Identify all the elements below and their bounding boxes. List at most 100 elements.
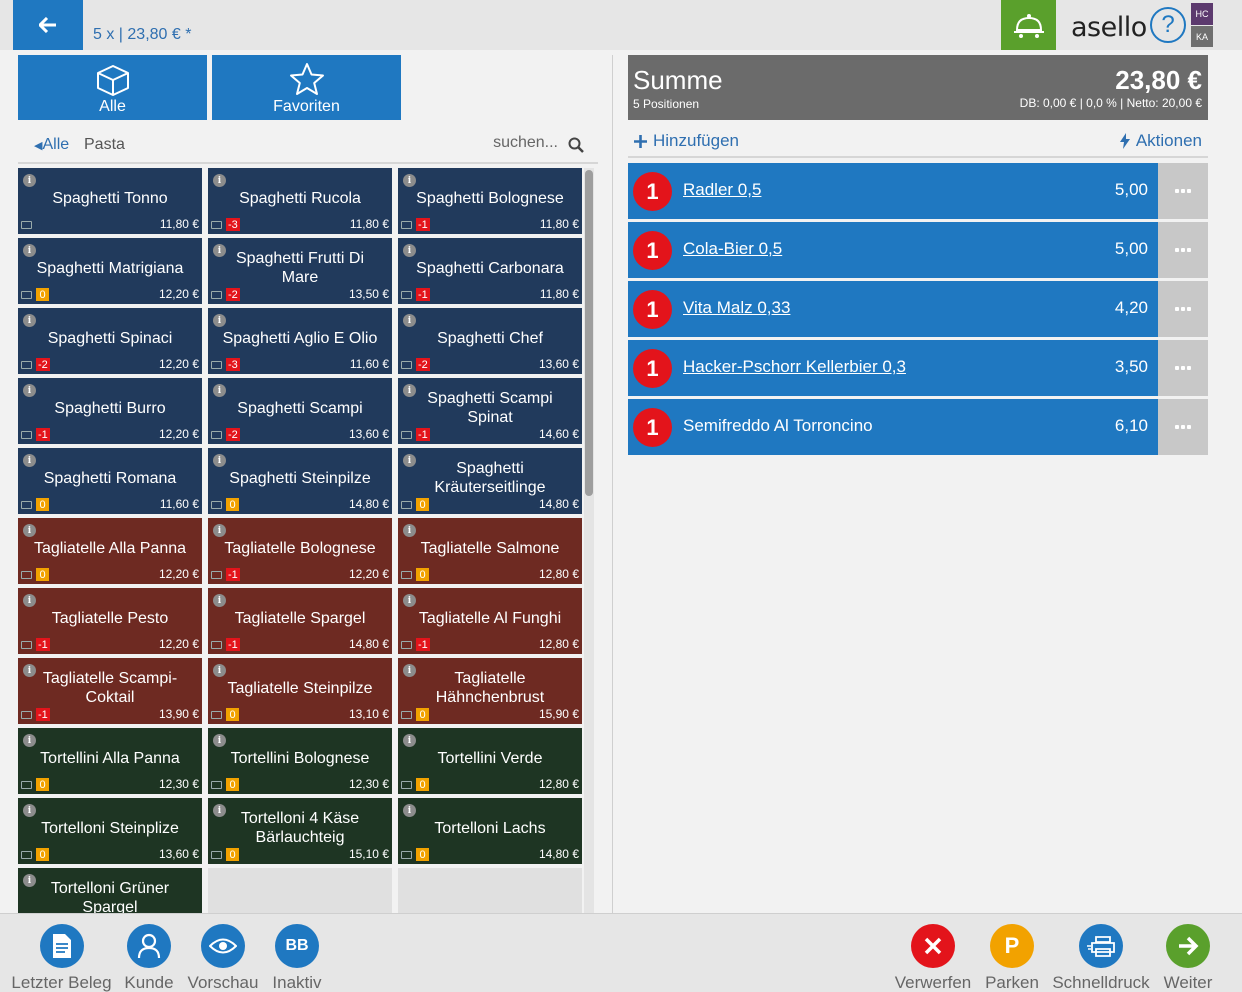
back-button[interactable] xyxy=(13,0,83,50)
product-tile[interactable]: i Tagliatelle Hähnchenbrust 15,90 € 0 xyxy=(398,658,582,724)
user-badge-top[interactable]: HC xyxy=(1191,3,1213,25)
cart-item-body[interactable]: 1 Vita Malz 0,33 4,20 xyxy=(628,281,1158,337)
preview-button[interactable]: Vorschau xyxy=(186,924,260,992)
product-tile[interactable]: i Spaghetti Steinpilze 14,80 € 0 xyxy=(208,448,392,514)
info-icon[interactable]: i xyxy=(213,734,226,747)
info-icon[interactable]: i xyxy=(23,874,36,887)
product-tile[interactable]: i Tortelloni Grüner Spargel xyxy=(18,868,202,913)
add-button[interactable]: Hinzufügen xyxy=(634,131,739,151)
info-icon[interactable]: i xyxy=(23,454,36,467)
info-icon[interactable]: i xyxy=(213,244,226,257)
cart-item-body[interactable]: 1 Semifreddo Al Torroncino 6,10 xyxy=(628,399,1158,455)
more-options-button[interactable] xyxy=(1158,340,1208,396)
info-icon[interactable]: i xyxy=(23,664,36,677)
quantity-badge[interactable]: 1 xyxy=(633,408,672,447)
info-icon[interactable]: i xyxy=(23,594,36,607)
product-tile[interactable]: i Spaghetti Chef 13,60 € -2 xyxy=(398,308,582,374)
more-options-button[interactable] xyxy=(1158,222,1208,278)
product-tile[interactable]: i Tagliatelle Steinpilze 13,10 € 0 xyxy=(208,658,392,724)
breadcrumb-back-link[interactable]: ◀Alle xyxy=(34,136,69,154)
product-tile[interactable]: i Spaghetti Romana 11,60 € 0 xyxy=(18,448,202,514)
product-tile[interactable]: i Spaghetti Bolognese 11,80 € -1 xyxy=(398,168,582,234)
discard-button[interactable]: Verwerfen xyxy=(892,924,974,992)
cart-item-name[interactable]: Radler 0,5 xyxy=(683,180,762,199)
product-tile[interactable]: i Spaghetti Aglio E Olio 11,60 € -3 xyxy=(208,308,392,374)
info-icon[interactable]: i xyxy=(403,804,416,817)
info-icon[interactable]: i xyxy=(403,174,416,187)
cart-item-name[interactable]: Vita Malz 0,33 xyxy=(683,298,791,317)
quantity-badge[interactable]: 1 xyxy=(633,231,672,270)
product-tile[interactable]: i Tortellini Alla Panna 12,30 € 0 xyxy=(18,728,202,794)
info-icon[interactable]: i xyxy=(403,454,416,467)
product-tile[interactable]: i Spaghetti Rucola 11,80 € -3 xyxy=(208,168,392,234)
more-options-button[interactable] xyxy=(1158,163,1208,219)
info-icon[interactable]: i xyxy=(23,384,36,397)
category-all-button[interactable]: Alle xyxy=(18,55,207,120)
product-tile[interactable]: i Spaghetti Carbonara 11,80 € -1 xyxy=(398,238,582,304)
cart-item-body[interactable]: 1 Hacker-Pschorr Kellerbier 0,3 3,50 xyxy=(628,340,1158,396)
product-tile[interactable]: i Spaghetti Burro 12,20 € -1 xyxy=(18,378,202,444)
product-tile[interactable]: i Tagliatelle Pesto 12,20 € -1 xyxy=(18,588,202,654)
product-grid-scrollbar[interactable] xyxy=(584,168,594,913)
search-input[interactable] xyxy=(448,134,558,152)
product-tile[interactable]: i Spaghetti Scampi 13,60 € -2 xyxy=(208,378,392,444)
quantity-badge[interactable]: 1 xyxy=(633,172,672,211)
info-icon[interactable]: i xyxy=(213,524,226,537)
scrollbar-thumb[interactable] xyxy=(585,170,593,496)
quick-print-button[interactable]: Schnelldruck xyxy=(1052,924,1150,992)
info-icon[interactable]: i xyxy=(23,174,36,187)
product-tile[interactable]: i Spaghetti Scampi Spinat 14,60 € -1 xyxy=(398,378,582,444)
info-icon[interactable]: i xyxy=(403,244,416,257)
cart-item[interactable]: 1 Semifreddo Al Torroncino 6,10 xyxy=(628,399,1208,455)
cart-item[interactable]: 1 Vita Malz 0,33 4,20 xyxy=(628,281,1208,337)
info-icon[interactable]: i xyxy=(23,734,36,747)
info-icon[interactable]: i xyxy=(213,454,226,467)
more-options-button[interactable] xyxy=(1158,281,1208,337)
last-receipt-button[interactable]: Letzter Beleg xyxy=(11,924,112,992)
product-tile[interactable]: i Tortelloni 4 Käse Bärlauchteig 15,10 € 0 xyxy=(208,798,392,864)
customer-button[interactable]: Kunde xyxy=(122,924,176,992)
info-icon[interactable]: i xyxy=(213,314,226,327)
product-tile[interactable]: i Spaghetti Tonno 11,80 € xyxy=(18,168,202,234)
product-tile[interactable]: i Tortellini Bolognese 12,30 € 0 xyxy=(208,728,392,794)
info-icon[interactable]: i xyxy=(403,384,416,397)
cart-item[interactable]: 1 Radler 0,5 5,00 xyxy=(628,163,1208,219)
info-icon[interactable]: i xyxy=(213,664,226,677)
product-tile[interactable]: i Spaghetti Spinaci 12,20 € -2 xyxy=(18,308,202,374)
product-tile[interactable]: i Tortelloni Lachs 14,80 € 0 xyxy=(398,798,582,864)
service-button[interactable] xyxy=(1001,0,1056,50)
info-icon[interactable]: i xyxy=(23,804,36,817)
product-tile[interactable]: i Tagliatelle Alla Panna 12,20 € 0 xyxy=(18,518,202,584)
help-icon[interactable]: ? xyxy=(1150,7,1186,43)
cart-item[interactable]: 1 Hacker-Pschorr Kellerbier 0,3 3,50 xyxy=(628,340,1208,396)
cart-item-name[interactable]: Hacker-Pschorr Kellerbier 0,3 xyxy=(683,357,906,376)
info-icon[interactable]: i xyxy=(23,524,36,537)
product-tile[interactable]: i Tortellini Verde 12,80 € 0 xyxy=(398,728,582,794)
info-icon[interactable]: i xyxy=(403,734,416,747)
category-favorites-button[interactable]: Favoriten xyxy=(212,55,401,120)
info-icon[interactable]: i xyxy=(213,804,226,817)
product-tile[interactable]: i Tagliatelle Scampi-Coktail 13,90 € -1 xyxy=(18,658,202,724)
info-icon[interactable]: i xyxy=(23,314,36,327)
info-icon[interactable]: i xyxy=(213,174,226,187)
product-tile[interactable]: i Tortelloni Steinplize 13,60 € 0 xyxy=(18,798,202,864)
cart-item-body[interactable]: 1 Cola-Bier 0,5 5,00 xyxy=(628,222,1158,278)
product-tile[interactable]: i Tagliatelle Spargel 14,80 € -1 xyxy=(208,588,392,654)
info-icon[interactable]: i xyxy=(403,524,416,537)
more-options-button[interactable] xyxy=(1158,399,1208,455)
product-tile[interactable]: i Tagliatelle Al Funghi 12,80 € -1 xyxy=(398,588,582,654)
next-button[interactable]: Weiter xyxy=(1160,924,1216,992)
info-icon[interactable]: i xyxy=(213,594,226,607)
inactive-button[interactable]: BB Inaktiv xyxy=(270,924,324,992)
product-tile[interactable]: i Tagliatelle Salmone 12,80 € 0 xyxy=(398,518,582,584)
product-tile[interactable]: i Spaghetti Matrigiana 12,20 € 0 xyxy=(18,238,202,304)
park-button[interactable]: P Parken xyxy=(984,924,1040,992)
info-icon[interactable]: i xyxy=(23,244,36,257)
info-icon[interactable]: i xyxy=(213,384,226,397)
info-icon[interactable]: i xyxy=(403,594,416,607)
product-tile[interactable]: i Tagliatelle Bolognese 12,20 € -1 xyxy=(208,518,392,584)
user-badge-bottom[interactable]: KA xyxy=(1191,26,1213,47)
info-icon[interactable]: i xyxy=(403,314,416,327)
product-tile[interactable]: i Spaghetti Frutti Di Mare 13,50 € -2 xyxy=(208,238,392,304)
info-icon[interactable]: i xyxy=(403,664,416,677)
